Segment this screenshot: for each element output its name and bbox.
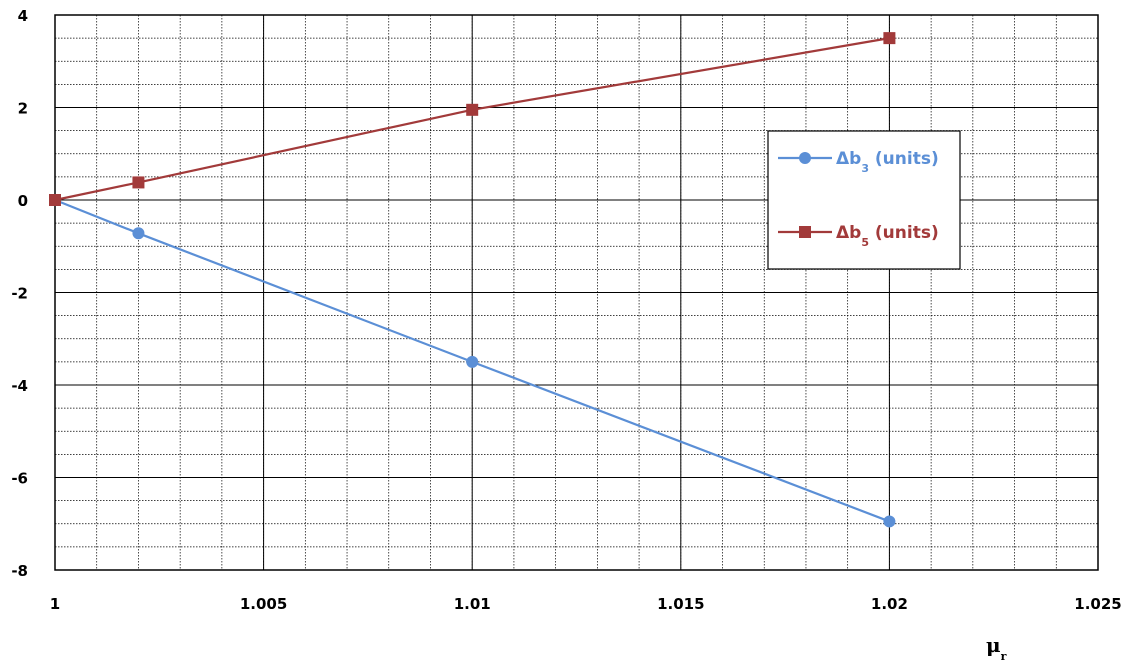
x-axis-label-sub: r — [1001, 650, 1007, 663]
legend-label-suffix: (units) — [869, 149, 939, 169]
y-tick-label: 2 — [18, 100, 28, 118]
plot-area — [54, 14, 1099, 571]
y-tick-label: -6 — [11, 470, 28, 488]
data-point — [49, 194, 61, 206]
data-point — [883, 515, 896, 528]
y-tick-label: -8 — [11, 562, 28, 580]
y-tick-label: -2 — [11, 285, 28, 303]
x-tick-label: 1.025 — [1074, 595, 1121, 613]
data-point — [883, 32, 896, 45]
x-tick-label: 1.02 — [871, 595, 908, 613]
legend-label-main: Δb — [836, 223, 861, 243]
plot-border — [54, 14, 1099, 571]
series-1 — [49, 32, 896, 206]
legend-swatch-marker — [799, 152, 811, 164]
legend-label-sub: 3 — [861, 162, 869, 175]
legend-items: Δb3 (units)Δb5 (units) — [778, 149, 939, 249]
data-point — [132, 176, 145, 189]
legend-label-sub: 5 — [861, 236, 869, 249]
series-layer — [49, 32, 896, 528]
y-tick-label: 4 — [18, 7, 28, 25]
x-axis-label: μr — [986, 633, 1007, 663]
series-line — [54, 198, 890, 523]
x-axis-tick-labels: 1 1.005 1.01 1.015 1.02 1.025 — [50, 595, 1122, 613]
x-tick-label: 1.01 — [454, 595, 491, 613]
data-point — [466, 103, 479, 116]
legend-label-main: Δb — [836, 149, 861, 169]
legend-label-suffix: (units) — [869, 223, 939, 243]
data-point — [466, 355, 479, 368]
legend-label: Δb3 (units) — [836, 149, 939, 175]
legend-box — [767, 130, 961, 270]
legend: Δb3 (units)Δb5 (units) — [767, 130, 961, 270]
legend-item: Δb3 (units) — [778, 149, 939, 175]
legend-item: Δb5 (units) — [778, 223, 939, 249]
series-line — [54, 37, 890, 202]
legend-label: Δb5 (units) — [836, 223, 939, 249]
x-axis-label-main: μ — [986, 633, 1001, 657]
x-tick-label: 1 — [50, 595, 60, 613]
x-tick-label: 1.005 — [240, 595, 287, 613]
y-tick-label: -4 — [11, 377, 28, 395]
y-axis-tick-labels: -8 -6 -4 -2 0 2 4 — [11, 7, 28, 580]
data-point — [132, 227, 145, 240]
legend-swatch-marker — [799, 226, 811, 238]
y-tick-label: 0 — [18, 192, 28, 210]
x-tick-label: 1.015 — [657, 595, 704, 613]
